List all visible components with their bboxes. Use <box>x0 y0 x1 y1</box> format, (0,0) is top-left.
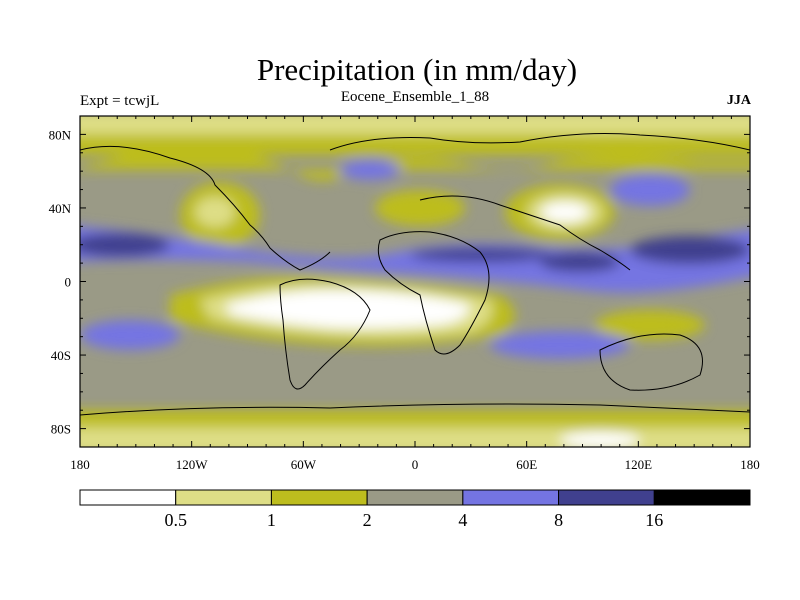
lat-tick-label: 0 <box>65 275 72 290</box>
lon-tick-label: 120W <box>176 457 209 472</box>
ensemble-label: Eocene_Ensemble_1_88 <box>340 89 490 105</box>
colorbar-label: 4 <box>458 510 467 530</box>
lat-tick-label: 80N <box>49 127 72 142</box>
maritime-core <box>540 252 620 272</box>
eurasia-south-coast <box>419 195 631 271</box>
southern-ocean-wet <box>490 331 630 359</box>
australia-coast <box>599 333 703 391</box>
sahara-dry <box>375 190 465 226</box>
south-pacific-wet <box>80 320 180 350</box>
plot-title: Precipitation (in mm/day) <box>256 52 578 87</box>
colorbar-box <box>270 489 368 506</box>
colorbar-label: 1 <box>267 510 276 530</box>
colorbar: 0.5 1 2 4 8 16 <box>79 489 751 530</box>
indian-ocean-core <box>410 248 550 262</box>
west-pacific-core <box>630 236 750 264</box>
n-america-dry-core <box>195 197 235 227</box>
antarctic-dry-core <box>560 432 640 447</box>
pacific-storm-track <box>610 174 690 206</box>
experiment-label: Expt = tcwjL <box>80 93 160 109</box>
antarctica-coast <box>80 403 750 416</box>
colorbar-label: 0.5 <box>164 510 187 530</box>
atlantic-storm-track <box>340 160 400 180</box>
lat-tick-label: 40S <box>51 348 71 363</box>
colorbar-box <box>462 489 560 506</box>
lon-tick-label: 60E <box>516 457 537 472</box>
season-label: JJA <box>726 93 751 108</box>
south-america-coast <box>279 278 371 390</box>
australia-dry <box>595 310 705 340</box>
lon-tick-label: 0 <box>412 457 419 472</box>
lon-tick-label: 120E <box>625 457 653 472</box>
colorbar-label: 2 <box>363 510 372 530</box>
colorbar-box <box>79 489 177 506</box>
precipitation-field <box>80 116 750 447</box>
north-polar-lobe <box>80 140 750 181</box>
lon-tick-label: 180 <box>740 457 760 472</box>
colorbar-box <box>653 489 751 506</box>
africa-coast <box>377 231 490 355</box>
north-america-coast <box>80 145 331 271</box>
south-polar-light <box>80 428 750 447</box>
coastlines <box>80 133 750 416</box>
tick-marks <box>79 115 751 448</box>
colorbar-box <box>366 489 464 506</box>
colorbar-box <box>558 489 655 506</box>
colorbar-box <box>175 489 272 506</box>
north-polar-light <box>80 116 750 134</box>
itcz-wet-band <box>80 225 750 293</box>
colorbar-label: 16 <box>645 510 663 530</box>
lat-tick-label: 80S <box>51 422 71 437</box>
asia-dry-core <box>541 202 589 222</box>
southern-dry-core <box>225 289 470 329</box>
eurasia-north-coast <box>329 133 750 151</box>
lon-tick-label: 60W <box>291 457 317 472</box>
lon-tick-label: 180 <box>70 457 90 472</box>
lat-tick-label: 40N <box>49 201 72 216</box>
longitude-labels: 180 120W 60W 0 60E 120E 180 <box>70 457 760 472</box>
colorbar-label: 8 <box>554 510 563 530</box>
latitude-labels: 80N 40N 0 40S 80S <box>49 127 72 436</box>
east-pacific-core <box>80 233 170 257</box>
